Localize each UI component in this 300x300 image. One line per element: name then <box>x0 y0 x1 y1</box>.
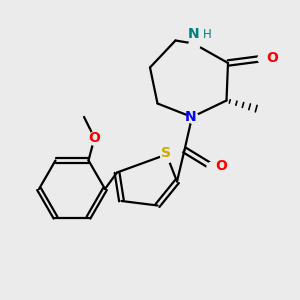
Text: S: S <box>161 146 172 160</box>
Text: N: N <box>188 27 199 41</box>
Text: O: O <box>88 131 101 145</box>
Text: N: N <box>185 110 196 124</box>
Text: H: H <box>202 28 211 41</box>
Text: O: O <box>266 52 278 65</box>
Text: O: O <box>215 160 227 173</box>
